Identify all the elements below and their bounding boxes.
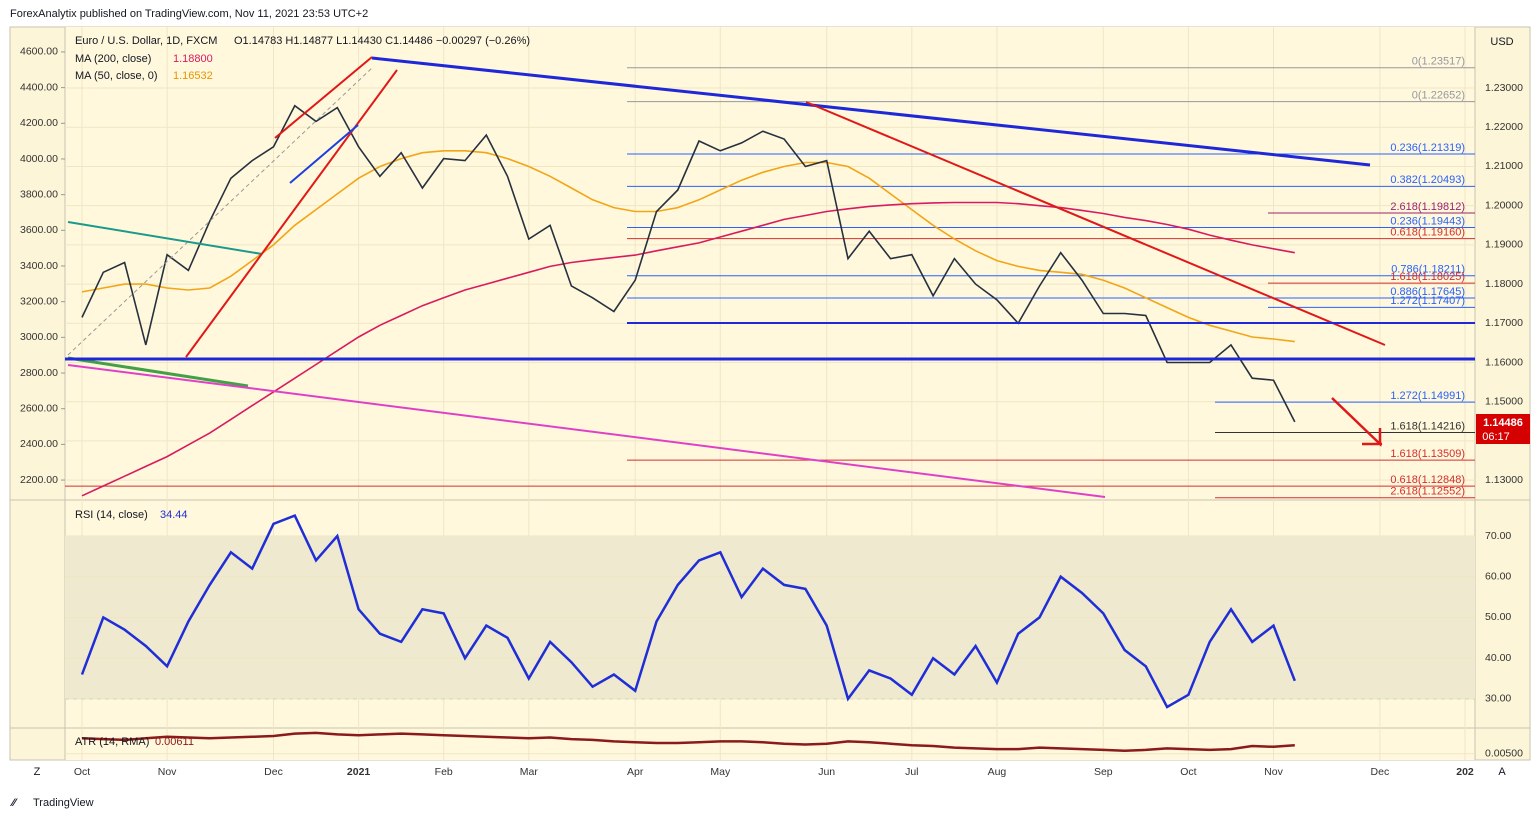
y2-tick-label: 4600.00 xyxy=(20,46,58,58)
rsi-value: 34.44 xyxy=(160,509,188,521)
y-tick-label: 40.00 xyxy=(1485,652,1511,664)
series-line xyxy=(81,104,1296,423)
y2-tick-label: 3200.00 xyxy=(20,295,58,307)
y-tick-label: 1.22000 xyxy=(1485,121,1523,133)
fib-label: 0.618(1.12848) xyxy=(1390,474,1465,486)
x-tick-label: 2021 xyxy=(347,766,371,778)
fib-label: 0(1.23517) xyxy=(1412,56,1465,68)
fib-label: 0.382(1.20493) xyxy=(1390,174,1465,186)
toolbar-button[interactable]: A xyxy=(1498,766,1506,778)
y-tick-label: 0.00500 xyxy=(1485,748,1523,760)
ma-value: 1.16532 xyxy=(173,70,213,82)
price-tag-countdown: 06:17 xyxy=(1482,431,1510,443)
y-tick-label: 1.20000 xyxy=(1485,199,1523,211)
fib-label: 0.886(1.17645) xyxy=(1390,286,1465,298)
fib-label: 0.786(1.18211) xyxy=(1391,264,1465,276)
y-tick-label: 30.00 xyxy=(1485,693,1511,705)
y2-tick-label: 2200.00 xyxy=(20,474,58,486)
x-tick-label: Dec xyxy=(264,766,283,778)
x-tick-label: Mar xyxy=(520,766,539,778)
plot-layer: 0(1.23517) 0(1.22652) 0.236(1.21319) 0.382(… xyxy=(61,27,1475,760)
trend-line xyxy=(371,56,1371,167)
y2-tick-label: 2600.00 xyxy=(20,402,58,414)
ma-name: MA (50, close, 0) xyxy=(75,70,158,82)
y-tick-label: 1.16000 xyxy=(1485,356,1523,368)
x-tick-label: Nov xyxy=(158,766,177,778)
series-line xyxy=(80,514,1296,709)
y-tick-label: 1.19000 xyxy=(1485,239,1523,251)
x-tick-label: Feb xyxy=(435,766,453,778)
fib-label: 1.618(1.18025) xyxy=(1390,271,1465,283)
y2-tick-label: 2400.00 xyxy=(20,438,58,450)
price-tag-value: 1.14486 xyxy=(1483,417,1523,429)
x-tick-label: Jul xyxy=(905,766,918,778)
fib-label: 2.618(1.12552) xyxy=(1390,486,1465,498)
symbol-name: Euro / U.S. Dollar, 1D, FXCM xyxy=(75,35,217,47)
x-tick-label: Jun xyxy=(818,766,835,778)
fib-label: 0.236(1.19443) xyxy=(1390,215,1465,227)
y-tick-label: 1.15000 xyxy=(1485,395,1523,407)
trend-line xyxy=(67,364,1106,498)
x-tick-label: Apr xyxy=(627,766,644,778)
publish-header: ForexAnalytix published on TradingView.c… xyxy=(10,8,368,20)
x-tick-label: Aug xyxy=(988,766,1007,778)
ma-name: MA (200, close) xyxy=(75,53,151,65)
fib-label: 2.618(1.19812) xyxy=(1390,201,1465,213)
ohlc: O1.14783 H1.14877 L1.14430 C1.14486 −0.0… xyxy=(234,35,530,47)
y2-tick-label: 3600.00 xyxy=(20,224,58,236)
y2-tick-label: 3800.00 xyxy=(20,188,58,200)
y-tick-label: 1.17000 xyxy=(1485,317,1523,329)
x-tick-label: Sep xyxy=(1094,766,1113,778)
y2-tick-label: 2800.00 xyxy=(20,367,58,379)
trend-line xyxy=(67,221,263,255)
y2-tick-label: 3400.00 xyxy=(20,260,58,272)
x-tick-label: Nov xyxy=(1264,766,1283,778)
fib-label: 0(1.22652) xyxy=(1412,90,1465,102)
x-tick-label: May xyxy=(710,766,731,778)
series-line xyxy=(81,150,1295,343)
fib-label: 1.272(1.14991) xyxy=(1390,390,1465,402)
trend-line xyxy=(805,101,1386,346)
y2-tick-label: 4400.00 xyxy=(20,81,58,93)
y2-tick-label: 4000.00 xyxy=(20,153,58,165)
price-tag xyxy=(1476,414,1530,444)
fib-label: 1.618(1.14216) xyxy=(1390,420,1465,432)
atr-value: 0.00611 xyxy=(155,736,194,748)
ma-value: 1.18800 xyxy=(173,53,213,65)
trend-line xyxy=(185,69,398,358)
y2-tick-label: 3000.00 xyxy=(20,331,58,343)
rsi-name: RSI (14, close) xyxy=(75,509,148,521)
currency-label: USD xyxy=(1490,36,1513,48)
trend-line xyxy=(274,56,373,139)
fib-label: 1.618(1.13509) xyxy=(1390,448,1465,460)
series-line xyxy=(81,201,1295,497)
y-tick-label: 1.23000 xyxy=(1485,82,1523,94)
y-tick-label: 1.13000 xyxy=(1485,474,1523,486)
brand-logo: ⁄⁄ xyxy=(9,797,18,809)
x-tick-label: Oct xyxy=(1180,766,1196,778)
series-line xyxy=(81,731,1295,752)
fib-label: 0.236(1.21319) xyxy=(1390,142,1465,154)
x-tick-label: Oct xyxy=(74,766,90,778)
y-tick-label: 50.00 xyxy=(1485,611,1511,623)
x-tick-label: 202 xyxy=(1456,766,1474,778)
trend-drawings xyxy=(65,56,1475,498)
y-tick-label: 1.21000 xyxy=(1485,160,1523,172)
x-tick-label: Dec xyxy=(1371,766,1390,778)
y2-tick-label: 4200.00 xyxy=(20,117,58,129)
brand-name: TradingView xyxy=(33,797,94,809)
toolbar-button[interactable]: Z xyxy=(34,766,41,778)
trend-line xyxy=(67,356,249,388)
atr-name: ATR (14, RMA) xyxy=(75,736,149,748)
fib-label: 0.618(1.19160) xyxy=(1390,227,1465,239)
y-tick-label: 60.00 xyxy=(1485,570,1511,582)
y-tick-label: 70.00 xyxy=(1485,530,1511,542)
y-tick-label: 1.18000 xyxy=(1485,278,1523,290)
trend-line xyxy=(289,124,359,184)
fib-label: 1.272(1.17407) xyxy=(1390,295,1465,307)
legend: Euro / U.S. Dollar, 1D, FXCM O1.14783 H1… xyxy=(75,35,530,748)
